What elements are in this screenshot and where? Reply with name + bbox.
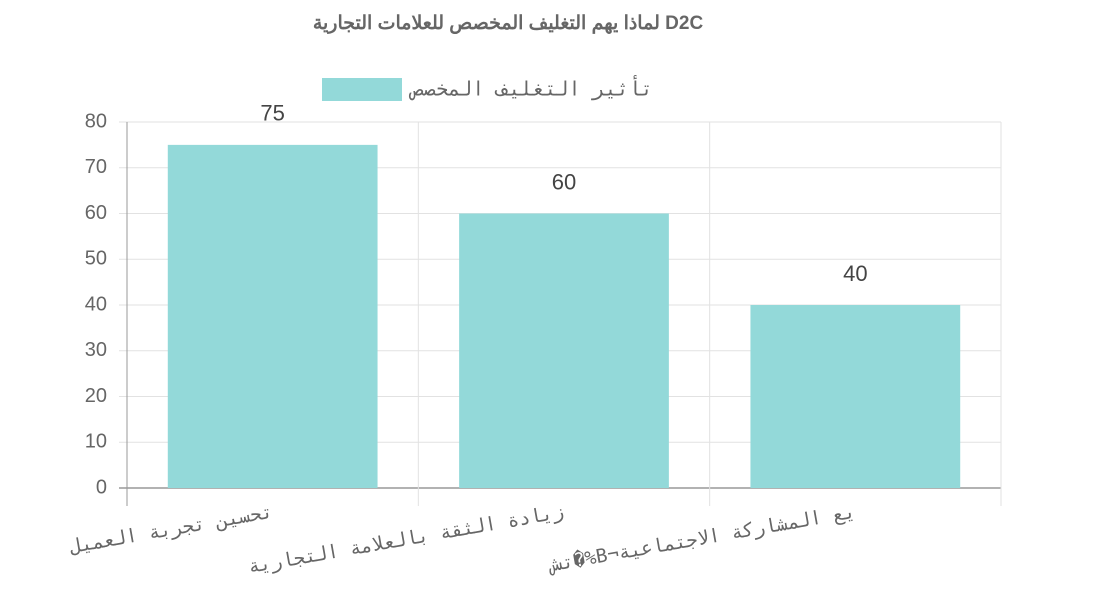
x-tick-label: تحسين تجربة العميل <box>68 501 275 558</box>
y-tick-label: 60 <box>85 202 107 224</box>
value-label: 60 <box>552 169 576 194</box>
x-tick-label: تش�%B¬يع المشاركة الاجتماعية <box>546 500 857 577</box>
legend-swatch <box>322 78 402 101</box>
chart-title: لماذا يهم التغليف المخصص للعلامات التجار… <box>313 13 704 34</box>
y-tick-label: 10 <box>85 431 107 453</box>
y-tick-label: 0 <box>96 476 107 498</box>
y-tick-label: 20 <box>85 385 107 407</box>
bar <box>750 305 961 488</box>
value-label: 40 <box>843 261 867 286</box>
legend-label: تأثير التغليف المخصص <box>408 75 653 101</box>
x-tick-label: زيادة الثقة بالعلامة التجارية <box>247 501 566 578</box>
y-tick-label: 40 <box>85 293 107 315</box>
y-tick-label: 70 <box>85 156 107 178</box>
y-tick-label: 50 <box>85 248 107 270</box>
bar <box>167 144 378 488</box>
value-label: 75 <box>260 101 284 126</box>
y-tick-label: 30 <box>85 339 107 361</box>
y-tick-label: 80 <box>85 110 107 132</box>
bar <box>459 213 669 488</box>
